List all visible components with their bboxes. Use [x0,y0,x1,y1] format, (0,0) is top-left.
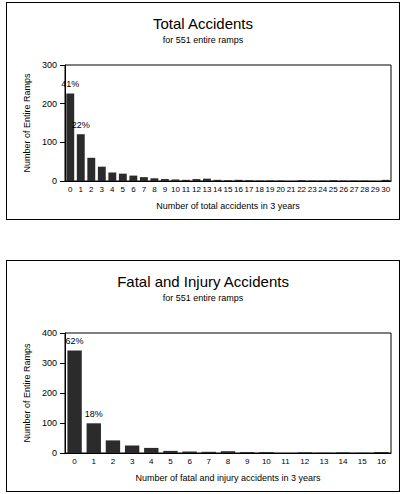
svg-text:300: 300 [42,358,57,368]
svg-text:0: 0 [52,176,57,186]
svg-text:3: 3 [130,457,135,466]
svg-text:4: 4 [110,185,115,194]
svg-text:62%: 62% [66,336,84,346]
svg-text:21: 21 [287,185,296,194]
svg-text:0: 0 [52,448,57,458]
svg-text:9: 9 [245,457,250,466]
svg-text:Number of Entire Ramps: Number of Entire Ramps [22,73,32,173]
svg-text:6: 6 [131,185,136,194]
svg-text:Total Accidents: Total Accidents [153,15,253,32]
svg-text:24: 24 [318,185,327,194]
svg-text:Number of total accidents in 3: Number of total accidents in 3 years [156,201,300,211]
svg-text:25: 25 [329,185,338,194]
svg-text:2: 2 [89,185,94,194]
svg-text:18%: 18% [85,409,103,419]
svg-text:11: 11 [182,185,191,194]
svg-text:11: 11 [281,457,290,466]
svg-text:19: 19 [266,185,275,194]
svg-text:1: 1 [79,185,84,194]
svg-text:8: 8 [226,457,231,466]
svg-text:5: 5 [121,185,126,194]
svg-text:14: 14 [213,185,222,194]
svg-text:12: 12 [300,457,309,466]
svg-text:20: 20 [276,185,285,194]
svg-text:9: 9 [163,185,168,194]
svg-text:22: 22 [297,185,306,194]
svg-text:14: 14 [339,457,348,466]
svg-text:100: 100 [42,418,57,428]
svg-text:10: 10 [171,185,180,194]
svg-text:7: 7 [142,185,147,194]
svg-text:13: 13 [203,185,212,194]
svg-text:100: 100 [42,137,57,147]
svg-text:400: 400 [42,328,57,338]
svg-text:12: 12 [192,185,201,194]
svg-text:0: 0 [72,457,77,466]
svg-text:16: 16 [377,457,386,466]
svg-text:23: 23 [308,185,317,194]
svg-text:6: 6 [187,457,192,466]
svg-text:2: 2 [111,457,116,466]
svg-text:200: 200 [42,388,57,398]
svg-text:4: 4 [149,457,154,466]
svg-text:for 551 entire ramps: for 551 entire ramps [163,293,244,303]
svg-text:0: 0 [68,185,73,194]
svg-text:15: 15 [358,457,367,466]
svg-text:7: 7 [207,457,212,466]
svg-text:13: 13 [319,457,328,466]
svg-text:Number of Entire Ramps: Number of Entire Ramps [22,343,32,443]
svg-text:41%: 41% [61,79,79,89]
svg-text:5: 5 [168,457,173,466]
svg-text:300: 300 [42,60,57,70]
svg-text:10: 10 [262,457,271,466]
svg-text:22%: 22% [72,120,90,130]
svg-text:16: 16 [234,185,243,194]
svg-text:27: 27 [350,185,359,194]
svg-text:26: 26 [339,185,348,194]
svg-text:for 551 entire ramps: for 551 entire ramps [163,35,244,45]
svg-text:30: 30 [381,185,390,194]
svg-text:18: 18 [255,185,264,194]
svg-text:Number of fatal and injury acc: Number of fatal and injury accidents in … [135,473,321,483]
svg-text:15: 15 [224,185,233,194]
svg-text:Fatal and Injury Accidents: Fatal and Injury Accidents [117,273,289,290]
svg-text:28: 28 [360,185,369,194]
svg-text:3: 3 [100,185,105,194]
svg-text:29: 29 [371,185,380,194]
svg-text:1: 1 [92,457,97,466]
svg-text:200: 200 [42,99,57,109]
svg-text:8: 8 [152,185,157,194]
svg-text:17: 17 [245,185,254,194]
